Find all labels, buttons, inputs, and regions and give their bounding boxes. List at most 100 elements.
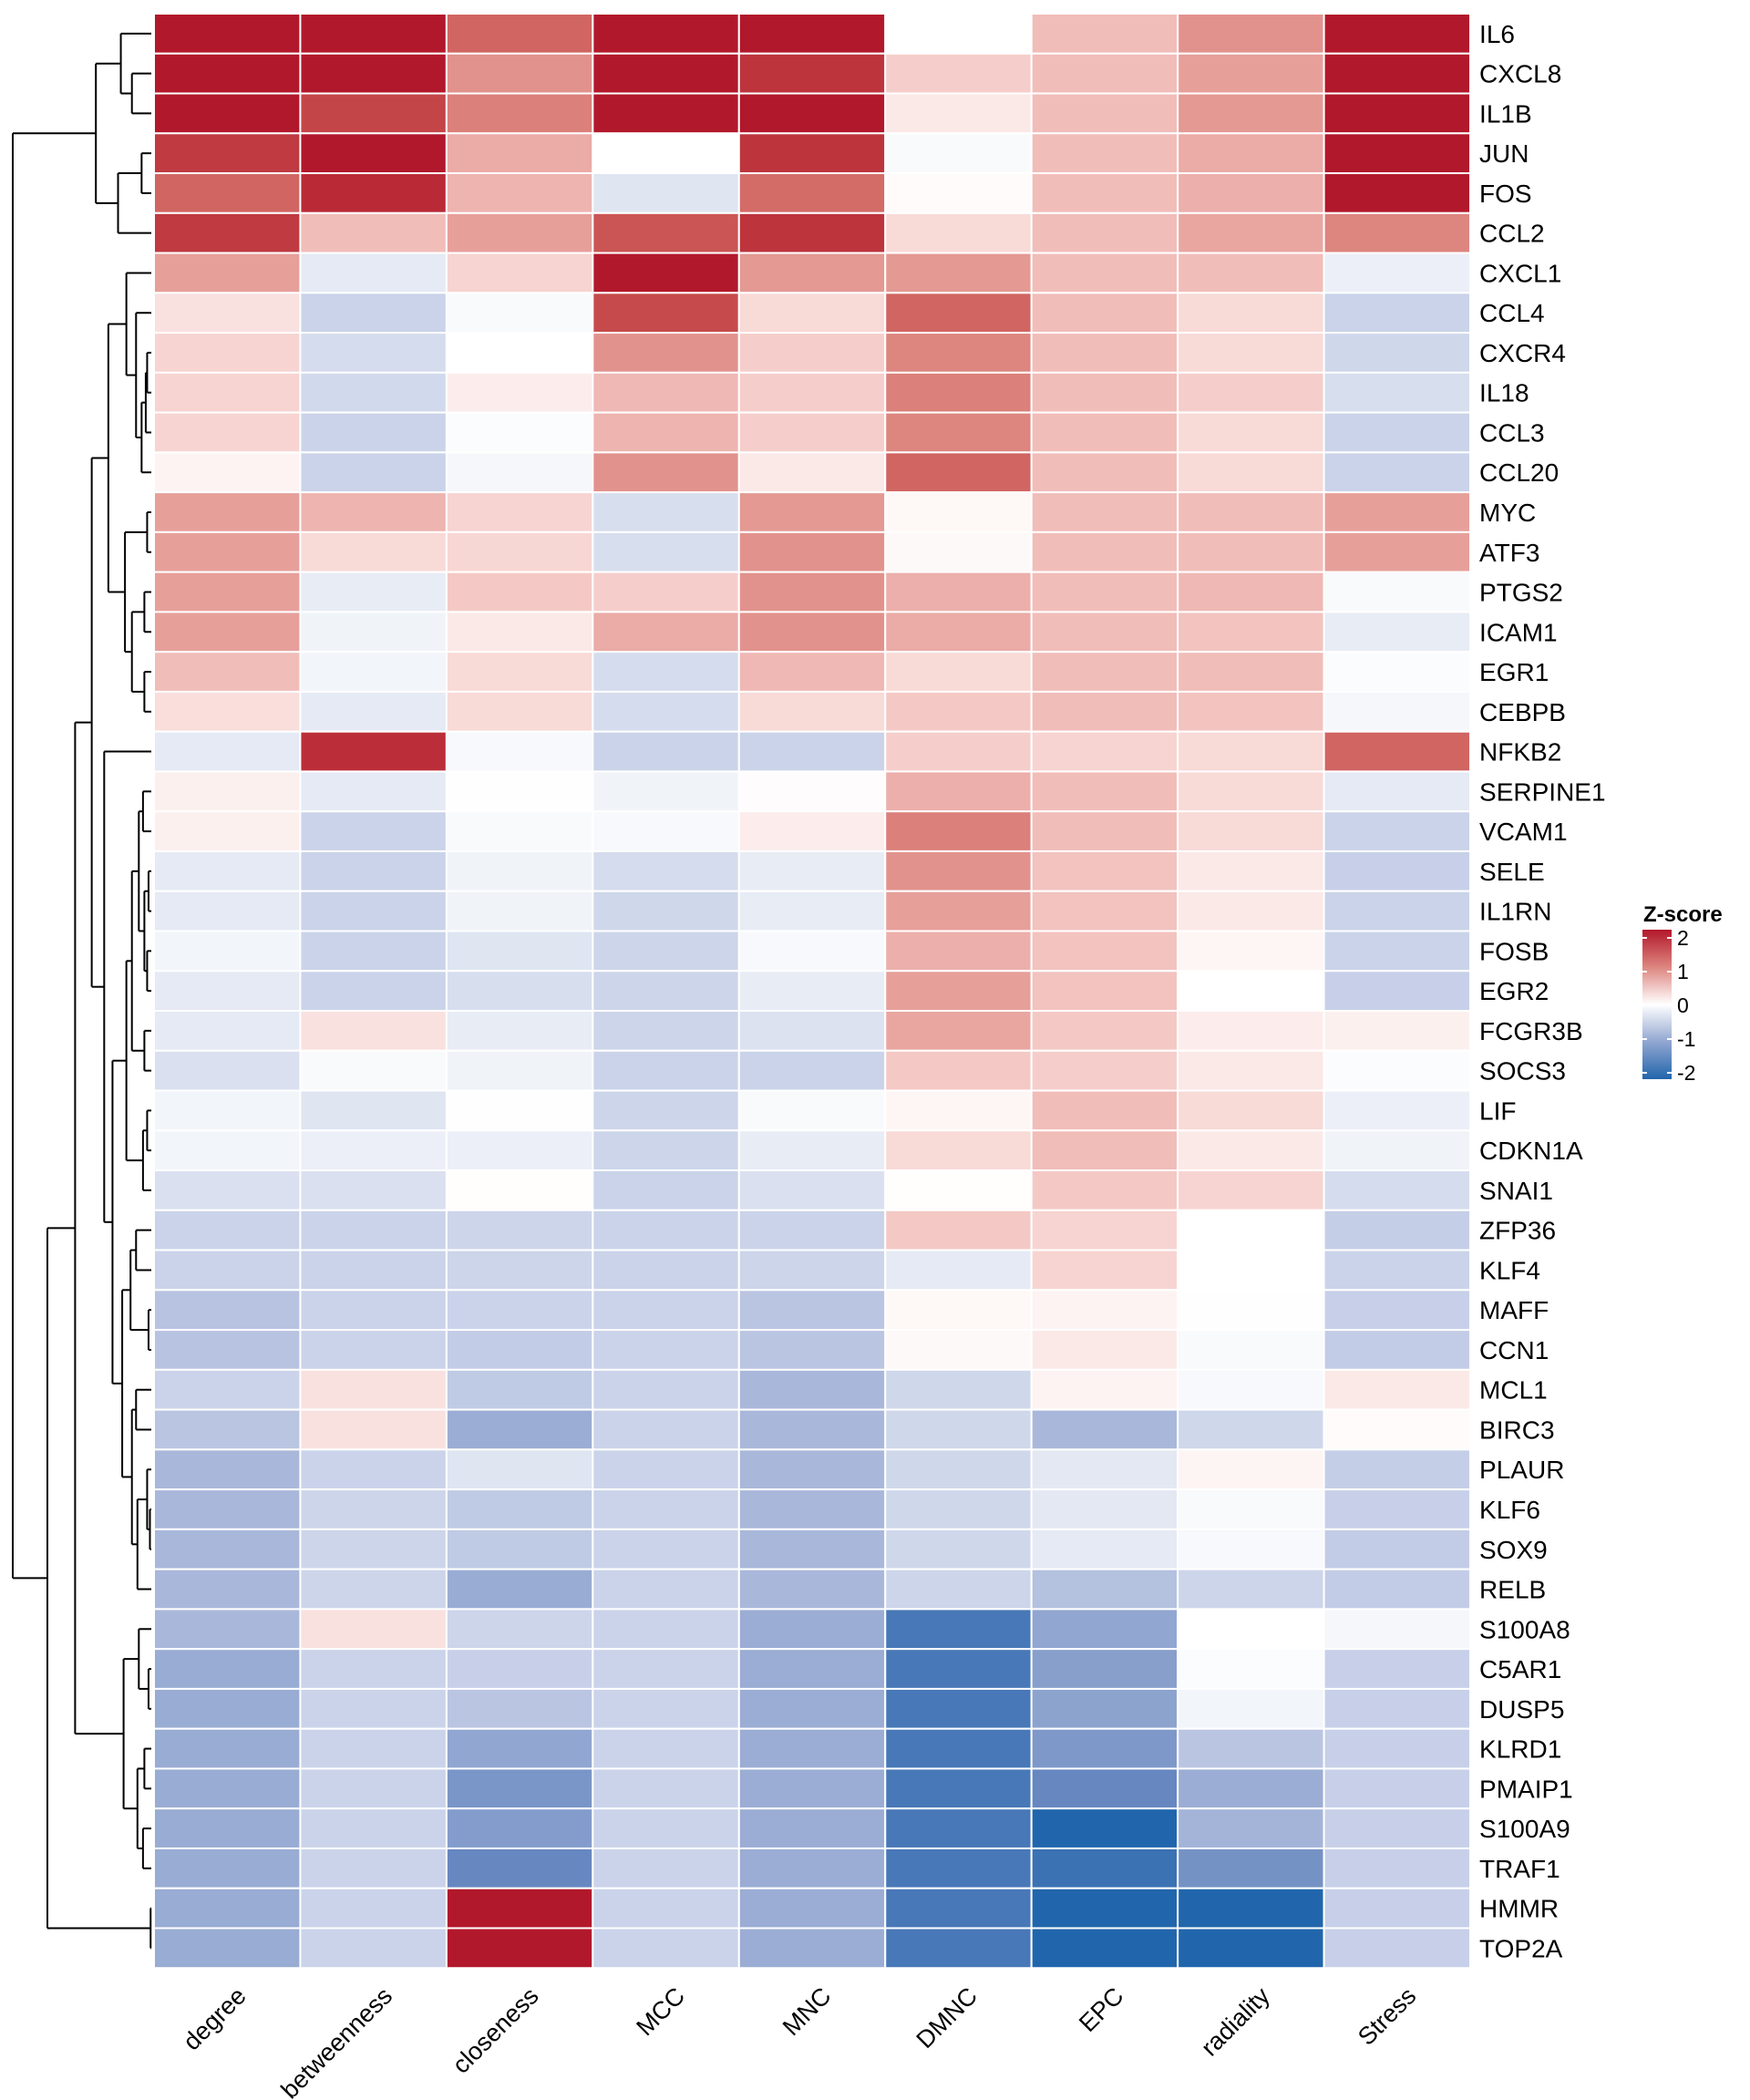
heatmap-cell-SNAI1-DMNC — [884, 1169, 1033, 1211]
heatmap-cell-JUN-MCC — [592, 132, 740, 175]
heatmap-cell-KLF6-DMNC — [884, 1488, 1033, 1530]
heatmap-cells — [153, 13, 1472, 1970]
heatmap-cell-CCL20-Stress — [1323, 451, 1472, 494]
heatmap-cell-TRAF1-EPC — [1030, 1847, 1179, 1889]
heatmap-cell-BIRC3-EPC — [1030, 1408, 1179, 1451]
heatmap-cell-DUSP5-MCC — [592, 1687, 740, 1730]
heatmap-cell-IL1RN-DMNC — [884, 890, 1033, 932]
heatmap-cell-CCN1-degree — [153, 1329, 302, 1371]
column-label-degree: degree — [178, 1982, 252, 2056]
heatmap-cell-ATF3-closeness — [445, 530, 594, 573]
heatmap-cell-IL18-EPC — [1030, 371, 1179, 414]
heatmap-cell-SOX9-degree — [153, 1528, 302, 1570]
heatmap-cell-PMAIP1-betweenness — [299, 1767, 448, 1810]
heatmap-cell-TRAF1-betweenness — [299, 1847, 448, 1889]
heatmap-cell-SOCS3-betweenness — [299, 1049, 448, 1092]
heatmap-cell-CDKN1A-degree — [153, 1129, 302, 1172]
heatmap-cell-JUN-betweenness — [299, 132, 448, 175]
heatmap-cell-CXCL8-DMNC — [884, 52, 1033, 95]
heatmap-cell-FCGR3B-MCC — [592, 1010, 740, 1052]
heatmap-cell-CXCR4-radiality — [1177, 332, 1325, 374]
row-label-CEBPB: CEBPB — [1479, 698, 1566, 726]
heatmap-cell-IL18-MNC — [737, 371, 887, 414]
heatmap-cell-CCL3-Stress — [1323, 411, 1472, 454]
heatmap-cell-CCN1-MCC — [592, 1329, 740, 1371]
heatmap-cell-CXCR4-DMNC — [884, 332, 1033, 374]
heatmap-cell-CCL4-closeness — [445, 292, 594, 335]
row-label-MYC: MYC — [1479, 499, 1536, 527]
heatmap-cell-CCL4-MNC — [737, 292, 887, 335]
heatmap-cell-CXCL1-DMNC — [884, 252, 1033, 294]
heatmap-cell-EGR2-MNC — [737, 970, 887, 1012]
heatmap-cell-EGR2-MCC — [592, 970, 740, 1012]
row-label-NFKB2: NFKB2 — [1479, 738, 1561, 767]
heatmap-cell-CXCR4-MNC — [737, 332, 887, 374]
column-label-MNC: MNC — [777, 1982, 837, 2042]
heatmap-cell-EGR2-Stress — [1323, 970, 1472, 1012]
heatmap-cell-CEBPB-EPC — [1030, 690, 1179, 733]
heatmap-cell-TRAF1-degree — [153, 1847, 302, 1889]
heatmap-cell-DUSP5-EPC — [1030, 1687, 1179, 1730]
heatmap-cell-IL6-EPC — [1030, 13, 1179, 55]
heatmap-cell-SNAI1-degree — [153, 1169, 302, 1211]
heatmap-cell-IL6-radiality — [1177, 13, 1325, 55]
heatmap-cell-PTGS2-betweenness — [299, 571, 448, 613]
heatmap-cell-CCL20-EPC — [1030, 451, 1179, 494]
heatmap-cell-S100A9-degree — [153, 1807, 302, 1849]
heatmap-cell-KLF4-EPC — [1030, 1249, 1179, 1292]
row-label-MAFF: MAFF — [1479, 1296, 1549, 1324]
heatmap-cell-CCL3-MNC — [737, 411, 887, 454]
heatmap-cell-IL18-degree — [153, 371, 302, 414]
row-label-ICAM1: ICAM1 — [1479, 618, 1558, 646]
heatmap-cell-ZFP36-MNC — [737, 1209, 887, 1251]
row-label-ATF3: ATF3 — [1479, 539, 1539, 567]
heatmap-cell-S100A9-MCC — [592, 1807, 740, 1849]
heatmap-cell-ZFP36-betweenness — [299, 1209, 448, 1251]
heatmap-cell-IL6-MCC — [592, 13, 740, 55]
row-label-CXCL1: CXCL1 — [1479, 259, 1561, 287]
heatmap-cell-ATF3-Stress — [1323, 530, 1472, 573]
heatmap-cell-SOCS3-Stress — [1323, 1049, 1472, 1092]
heatmap-cell-MCL1-radiality — [1177, 1368, 1325, 1411]
heatmap-cell-DUSP5-Stress — [1323, 1687, 1472, 1730]
heatmap-cell-BIRC3-radiality — [1177, 1408, 1325, 1451]
heatmap-cell-SELE-betweenness — [299, 849, 448, 892]
row-label-IL1B: IL1B — [1479, 99, 1532, 128]
row-label-S100A9: S100A9 — [1479, 1815, 1570, 1843]
row-label-KLF4: KLF4 — [1479, 1256, 1540, 1284]
column-label-radiality: radiality — [1196, 1982, 1275, 2061]
heatmap-cell-PTGS2-Stress — [1323, 571, 1472, 613]
heatmap-cell-EGR1-degree — [153, 651, 302, 693]
heatmap-cell-CCL3-betweenness — [299, 411, 448, 454]
heatmap-cell-LIF-MCC — [592, 1089, 740, 1132]
heatmap-cell-SERPINE1-betweenness — [299, 770, 448, 813]
heatmap-cell-SERPINE1-MNC — [737, 770, 887, 813]
heatmap-cell-HMMR-radiality — [1177, 1887, 1325, 1930]
heatmap-cell-MAFF-closeness — [445, 1289, 594, 1332]
heatmap-cell-VCAM1-DMNC — [884, 810, 1033, 852]
row-label-CCL3: CCL3 — [1479, 418, 1545, 447]
heatmap-cell-KLRD1-closeness — [445, 1727, 594, 1770]
heatmap-cell-SERPINE1-DMNC — [884, 770, 1033, 813]
heatmap-cell-EGR1-MNC — [737, 651, 887, 693]
column-label-EPC: EPC — [1074, 1982, 1128, 2037]
heatmap-cell-SELE-MNC — [737, 849, 887, 892]
heatmap-cell-MYC-EPC — [1030, 491, 1179, 533]
heatmap-cell-IL6-closeness — [445, 13, 594, 55]
heatmap-cell-FOS-Stress — [1323, 172, 1472, 214]
heatmap-cell-S100A9-closeness — [445, 1807, 594, 1849]
heatmap-cell-C5AR1-MNC — [737, 1648, 887, 1690]
heatmap-cell-PMAIP1-EPC — [1030, 1767, 1179, 1810]
heatmap-cell-CCN1-betweenness — [299, 1329, 448, 1371]
heatmap-cell-TOP2A-betweenness — [299, 1927, 448, 1970]
heatmap-cell-SNAI1-radiality — [1177, 1169, 1325, 1211]
row-label-FOS: FOS — [1479, 180, 1532, 208]
heatmap-cell-CXCL8-MCC — [592, 52, 740, 95]
heatmap-cell-VCAM1-Stress — [1323, 810, 1472, 852]
heatmap-cell-NFKB2-DMNC — [884, 730, 1033, 773]
heatmap-cell-IL1B-MNC — [737, 92, 887, 135]
row-label-FOSB: FOSB — [1479, 937, 1549, 965]
heatmap-cell-KLF4-degree — [153, 1249, 302, 1292]
row-label-C5AR1: C5AR1 — [1479, 1655, 1561, 1683]
heatmap-cell-ICAM1-radiality — [1177, 611, 1325, 654]
